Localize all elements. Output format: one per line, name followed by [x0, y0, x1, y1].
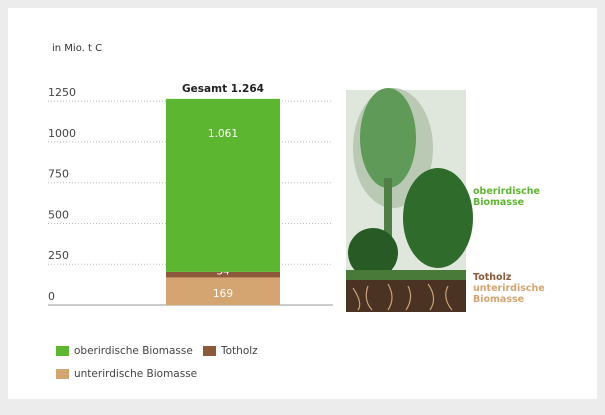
illustration-label: unterirdische Biomasse — [473, 283, 545, 305]
legend-swatch — [56, 346, 69, 356]
legend-label: unterirdische Biomasse — [74, 368, 197, 380]
illustration — [346, 88, 473, 312]
chart: in Mio. t C unterirdische Biomasse Tothol… — [48, 43, 473, 380]
bar-segment — [166, 271, 280, 278]
y-tick-label: 500 — [48, 208, 69, 221]
legend-swatch — [203, 346, 216, 356]
total-label: Gesamt 1.264 — [182, 83, 264, 95]
data-label: 1.061 — [208, 128, 238, 140]
illustration-label: oberirdische Biomasse — [473, 186, 540, 208]
y-tick-label: 1000 — [48, 127, 76, 140]
bar-segment — [166, 277, 280, 305]
legend-label: Totholz — [220, 345, 258, 357]
axis-label: in Mio. t C — [52, 43, 102, 54]
bar-segment — [166, 98, 280, 272]
legend-swatch — [56, 369, 69, 379]
illustration-label: Totholz — [473, 272, 512, 283]
page: in Mio. t C unterirdische Biomasse Tothol… — [8, 8, 597, 399]
legend: unterirdische Biomasse Totholz oberirdisch… — [56, 345, 258, 380]
y-tick-label: 250 — [48, 249, 69, 262]
y-tick-label: 1250 — [48, 86, 76, 99]
data-label: 169 — [213, 288, 233, 300]
legend-label: oberirdische Biomasse — [74, 345, 193, 357]
y-tick-label: 750 — [48, 168, 69, 181]
y-tick-label: 0 — [48, 290, 55, 303]
